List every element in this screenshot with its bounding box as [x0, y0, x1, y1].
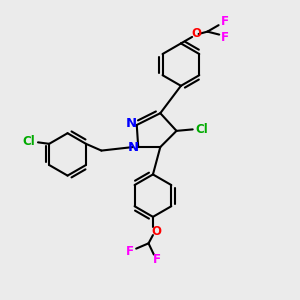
Text: N: N — [126, 117, 137, 130]
Text: F: F — [221, 31, 229, 44]
Text: N: N — [128, 141, 139, 154]
Text: F: F — [220, 15, 229, 28]
Text: O: O — [152, 225, 161, 238]
Text: F: F — [125, 245, 134, 258]
Text: Cl: Cl — [22, 135, 35, 148]
Text: O: O — [191, 27, 202, 40]
Text: Cl: Cl — [195, 123, 208, 136]
Text: F: F — [153, 253, 161, 266]
